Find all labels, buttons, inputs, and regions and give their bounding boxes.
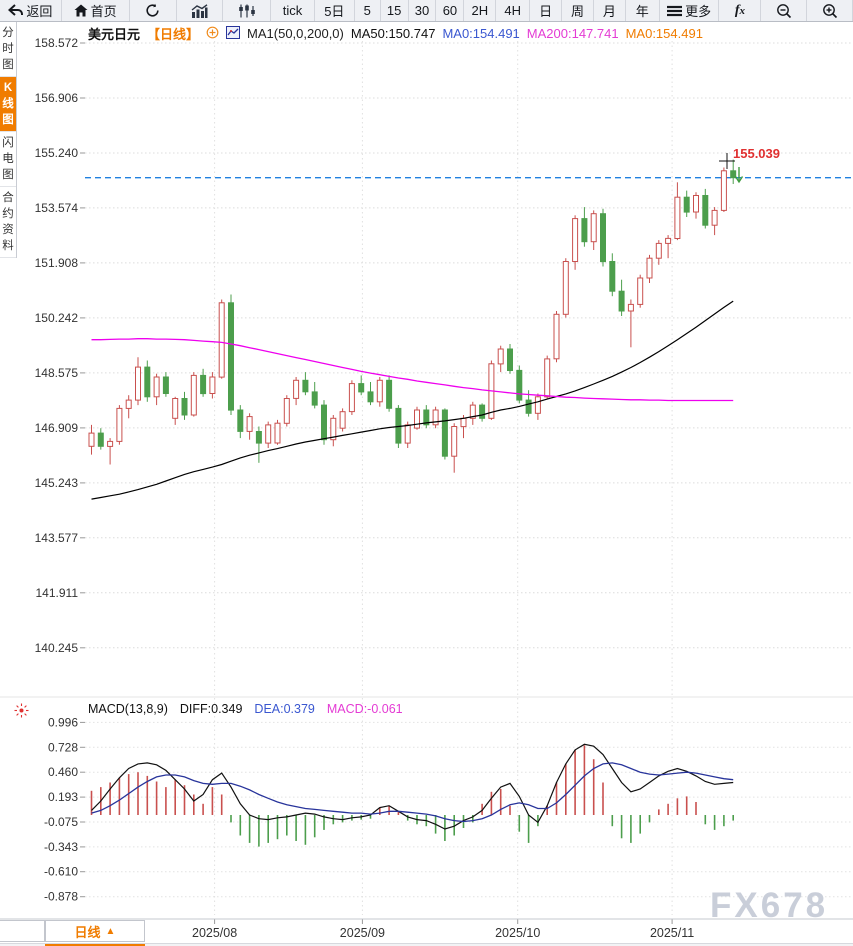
interval-60[interactable]: 60 <box>436 0 465 21</box>
ma50-value: MA50:150.747 <box>350 26 436 41</box>
interval-5d[interactable]: 5日 <box>315 0 355 21</box>
cursor-cross <box>719 153 735 169</box>
svg-text:151.908: 151.908 <box>35 256 79 270</box>
svg-text:145.243: 145.243 <box>35 476 79 490</box>
axis-corner-cell <box>0 920 45 942</box>
home-button[interactable]: 首页 <box>62 0 130 21</box>
macd-dea-line <box>91 762 734 823</box>
ma50-line <box>91 300 734 500</box>
interval-15[interactable]: 15 <box>381 0 409 21</box>
interval-30[interactable]: 30 <box>409 0 437 21</box>
ma0-blue-value: MA0:154.491 <box>442 26 520 41</box>
period-tab-daily[interactable]: 日线 ▲ <box>45 920 145 942</box>
fx-icon: fx <box>734 3 745 18</box>
macd-header: MACD(13,8,9) DIFF:0.349 DEA:0.379 MACD:-… <box>88 702 403 716</box>
zoom-in-icon <box>822 3 838 19</box>
interval-2h[interactable]: 2H <box>464 0 497 21</box>
svg-text:-0.610: -0.610 <box>44 865 78 879</box>
interval-5[interactable]: 5 <box>355 0 381 21</box>
macd-params-label[interactable]: MACD(13,8,9) <box>88 702 168 716</box>
chart-type-sidebar: 分时图 K线图 闪电图 合约资料 <box>0 22 17 258</box>
symbol-bar: 美元日元 【日线】 MA1(50,0,200,0) MA50:150.747 M… <box>88 24 703 43</box>
svg-text:-0.075: -0.075 <box>44 815 78 829</box>
interval-day[interactable]: 日 <box>530 0 563 21</box>
indicator-button[interactable]: fx <box>719 0 762 21</box>
zoom-out-icon <box>776 3 792 19</box>
main-grid: 158.572 156.906 155.240 153.574 151.908 150.2… <box>35 36 853 655</box>
interval-4h[interactable]: 4H <box>496 0 531 21</box>
svg-text:-0.343: -0.343 <box>44 840 78 854</box>
period-tab-arrow-icon: ▲ <box>105 925 116 937</box>
svg-text:0.460: 0.460 <box>48 765 78 779</box>
ma0-orange-value: MA0:154.491 <box>625 26 703 41</box>
svg-text:155.240: 155.240 <box>35 146 79 160</box>
macd-diff-line <box>91 743 734 830</box>
svg-text:158.572: 158.572 <box>35 36 79 50</box>
macd-diff-value: DIFF:0.349 <box>179 702 243 716</box>
mini-chart-icon[interactable] <box>226 25 241 42</box>
svg-text:0.728: 0.728 <box>48 740 78 754</box>
watermark: FX678 <box>710 886 829 925</box>
bar-chart-icon <box>191 3 208 18</box>
zoom-in-button[interactable] <box>807 0 853 21</box>
interval-tick[interactable]: tick <box>271 0 315 21</box>
sidebar-item-chart[interactable]: 分时图 <box>0 22 16 77</box>
svg-text:143.577: 143.577 <box>35 531 79 545</box>
macd-histogram <box>90 745 735 847</box>
more-button[interactable]: 更多 <box>660 0 720 21</box>
svg-text:140.245: 140.245 <box>35 641 79 655</box>
back-button[interactable]: 返回 <box>0 0 62 21</box>
svg-text:-0.878: -0.878 <box>44 890 78 904</box>
x-axis: 2025/08 2025/09 2025/10 2025/11 <box>192 32 694 940</box>
menu-icon <box>667 5 683 17</box>
svg-text:2025/10: 2025/10 <box>495 926 540 940</box>
refresh-button[interactable] <box>130 0 178 21</box>
svg-text:0.193: 0.193 <box>48 790 78 804</box>
indicator-settings-icon[interactable] <box>14 703 29 723</box>
refresh-icon <box>145 3 160 18</box>
candle-chart-icon <box>238 4 256 18</box>
home-icon <box>74 4 88 17</box>
svg-text:0.996: 0.996 <box>48 715 78 729</box>
bottom-clipped-tabbar[interactable] <box>0 943 853 946</box>
interval-month[interactable]: 月 <box>594 0 626 21</box>
zoom-out-button[interactable] <box>761 0 808 21</box>
ma200-line <box>91 338 734 402</box>
macd-dea-value: DEA:0.379 <box>254 702 315 716</box>
period-tab-label: 日线 <box>74 924 101 940</box>
high-price-label: 155.039 <box>733 146 780 161</box>
svg-text:150.242: 150.242 <box>35 311 79 325</box>
top-toolbar: 返回 首页 tick 5日 5 15 30 60 2H 4H 日周月年更多 fx <box>0 0 853 22</box>
period-tag: 【日线】 <box>147 27 200 42</box>
sidebar-item-chart[interactable]: 合约资料 <box>0 187 16 258</box>
svg-text:148.575: 148.575 <box>35 366 79 380</box>
svg-text:141.911: 141.911 <box>36 586 79 600</box>
interval-year[interactable]: 年 <box>626 0 660 21</box>
svg-text:146.909: 146.909 <box>35 421 79 435</box>
svg-text:2025/11: 2025/11 <box>650 926 694 940</box>
candles <box>88 159 737 473</box>
svg-text:156.906: 156.906 <box>35 91 79 105</box>
macd-macd-value: MACD:-0.061 <box>326 702 403 716</box>
sidebar-item-chart[interactable]: 闪电图 <box>0 132 16 187</box>
sidebar-item-selected[interactable]: K线图 <box>0 77 16 132</box>
svg-text:2025/09: 2025/09 <box>340 926 385 940</box>
macd-grid: 0.996 0.728 0.460 0.193 -0.075 -0.343 -0.610 -0… <box>44 715 853 904</box>
svg-text:2025/08: 2025/08 <box>192 926 237 940</box>
back-arrow-icon <box>8 4 24 17</box>
symbol-name: 美元日元 <box>88 27 141 42</box>
ma-settings-label[interactable]: MA1(50,0,200,0) <box>247 26 344 41</box>
candle-chart-button[interactable] <box>223 0 272 21</box>
svg-text:153.574: 153.574 <box>35 201 79 215</box>
line-chart-button[interactable] <box>177 0 224 21</box>
collapse-indicator-icon[interactable] <box>206 26 219 42</box>
ma200-value: MA200:147.741 <box>526 26 619 41</box>
interval-week[interactable]: 周 <box>562 0 594 21</box>
down-arrow-marker <box>734 167 744 184</box>
